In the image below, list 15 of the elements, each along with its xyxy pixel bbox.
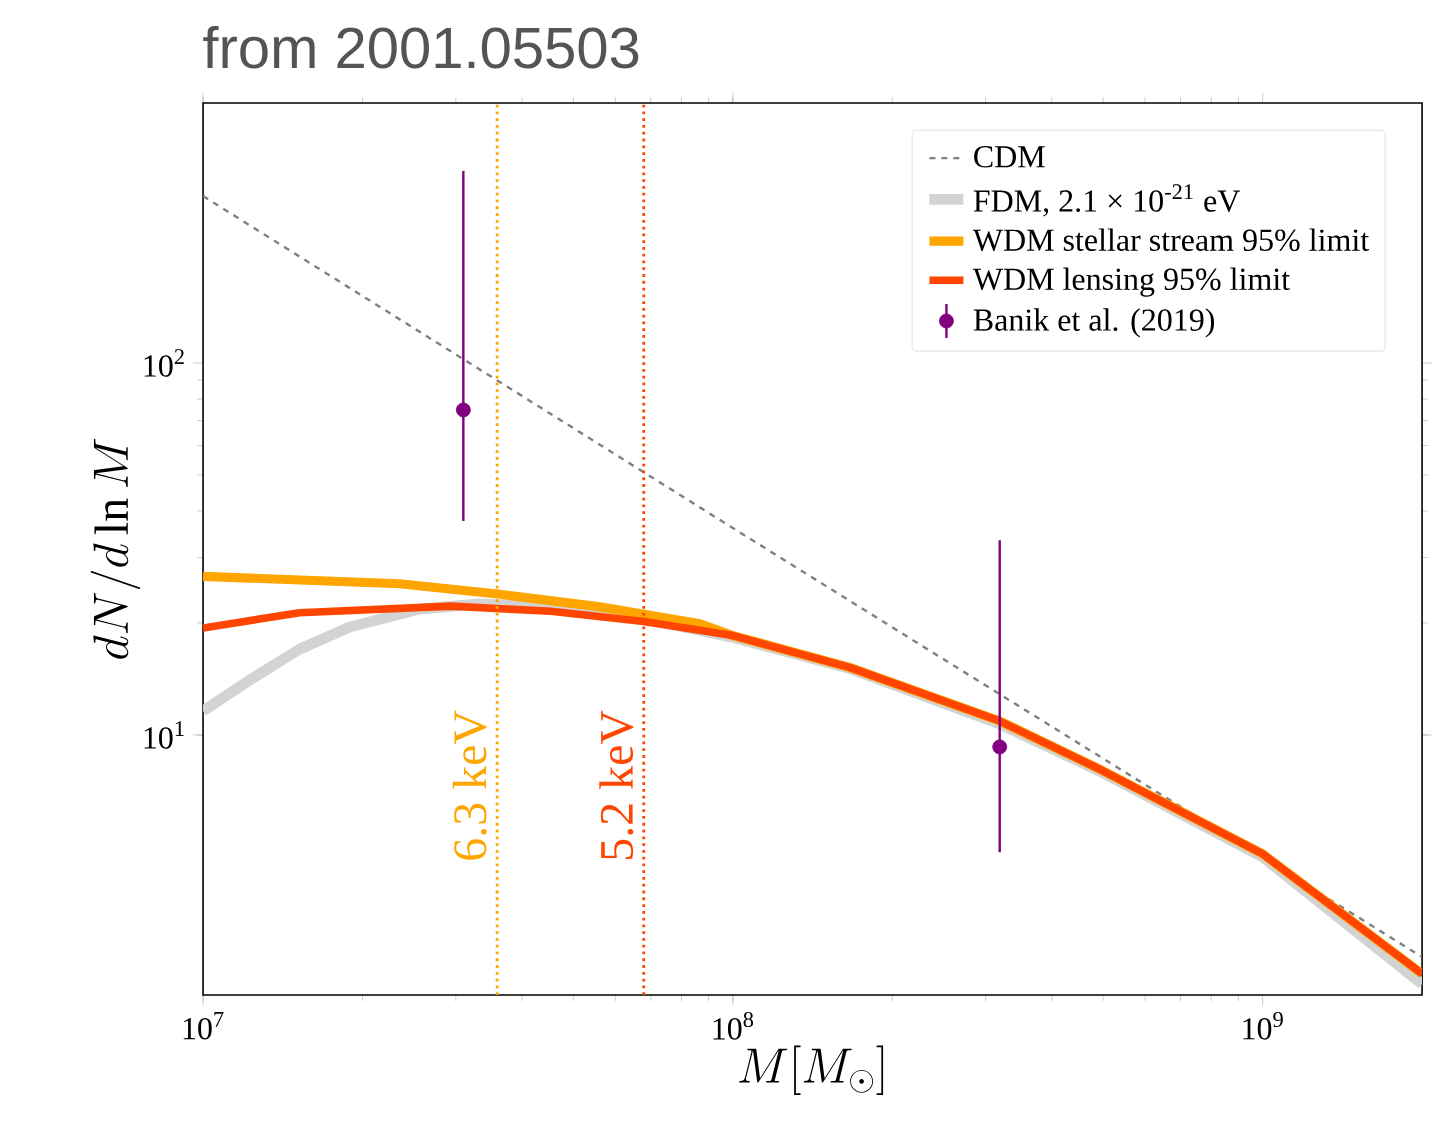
x-tick-label: 10$^{7}$ — [183, 1012, 224, 1040]
legend-label: Banik et al. (2019) — [973, 308, 1215, 338]
legend-label: CDM — [974, 146, 1045, 168]
legend-label: WDM stellar stream 95% limit — [972, 228, 1370, 252]
legend-label: FDM, 2.1 × 10$^{-21}$ eV — [973, 184, 1241, 217]
ref-line-label: 5.2 keV — [599, 710, 634, 860]
x-axis-title: $M[M_\odot]$ — [739, 1045, 884, 1095]
x-tick-label: 10$^{8}$ — [713, 1012, 754, 1040]
legend-label: WDM lensing 95% limit — [972, 267, 1290, 297]
y-axis-title: $dN/d\ln M$ — [90, 439, 141, 659]
x-tick-label: 10$^{9}$ — [1243, 1012, 1283, 1040]
chart-title: from 2001.05503 — [203, 26, 639, 69]
y-tick-label: 10$^{2}$ — [144, 349, 184, 377]
ref-line-label: 6.3 keV — [452, 710, 487, 860]
y-tick-label: 10$^{1}$ — [144, 721, 184, 749]
